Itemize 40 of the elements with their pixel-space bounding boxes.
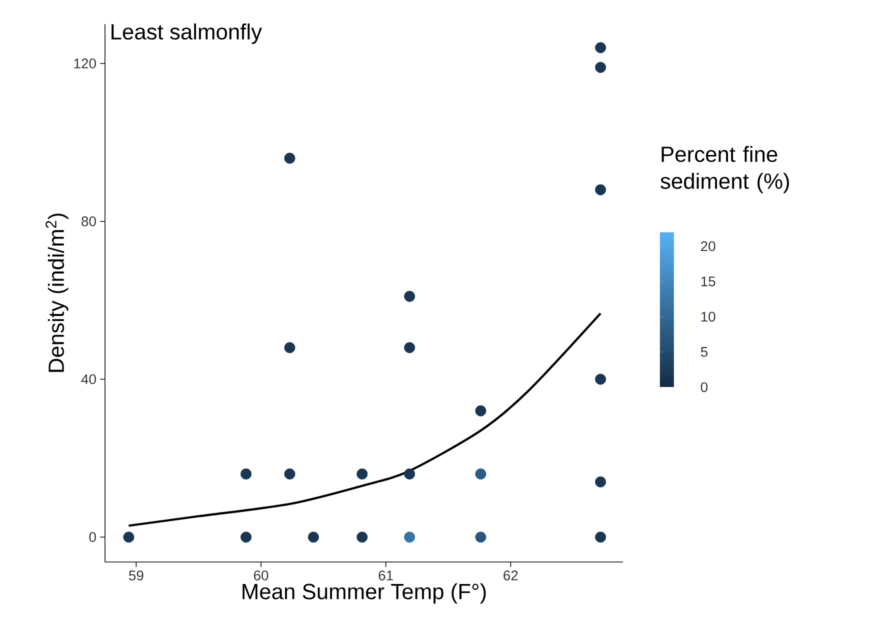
point [404,468,416,480]
point [475,532,486,543]
chart-title: Least salmonfly [112,23,262,44]
y-tick-label: 40 [81,374,96,384]
point [595,62,606,73]
point [404,532,416,543]
point [595,532,606,543]
point [404,342,416,354]
point [123,532,134,543]
x-tick-label: 60 [254,570,268,580]
point [595,476,606,488]
point [356,468,368,480]
point [595,374,606,385]
point [284,468,296,480]
x-tick-label: 61 [378,570,393,580]
point [595,184,606,196]
x-tick-label: 59 [129,570,144,580]
x-axis-title: Mean Summer Temp (F°) [242,583,486,604]
point [356,532,368,543]
color-bar-label: 10 [701,312,716,322]
point [475,405,486,416]
point [475,468,486,480]
y-axis-title: Density (indi/m$^{2}$) [46,214,68,372]
line-series [128,312,602,527]
x-tick-label: 62 [504,570,518,580]
color-bar-title: Percent fine sediment (%) [660,146,789,194]
y-tick-label: 120 [74,58,96,68]
point [284,342,296,354]
point [308,532,319,543]
y-tick-label: 0 [89,532,96,542]
color-bar-label: 15 [701,276,716,286]
color-bar-label: 20 [701,241,716,252]
color-bar-label: 5 [700,347,708,357]
point [240,532,252,543]
point [240,468,252,480]
color-bar-label: 0 [700,382,708,392]
y-tick-label: 80 [82,216,96,226]
point [284,152,296,164]
point [404,290,416,302]
point [595,42,606,54]
